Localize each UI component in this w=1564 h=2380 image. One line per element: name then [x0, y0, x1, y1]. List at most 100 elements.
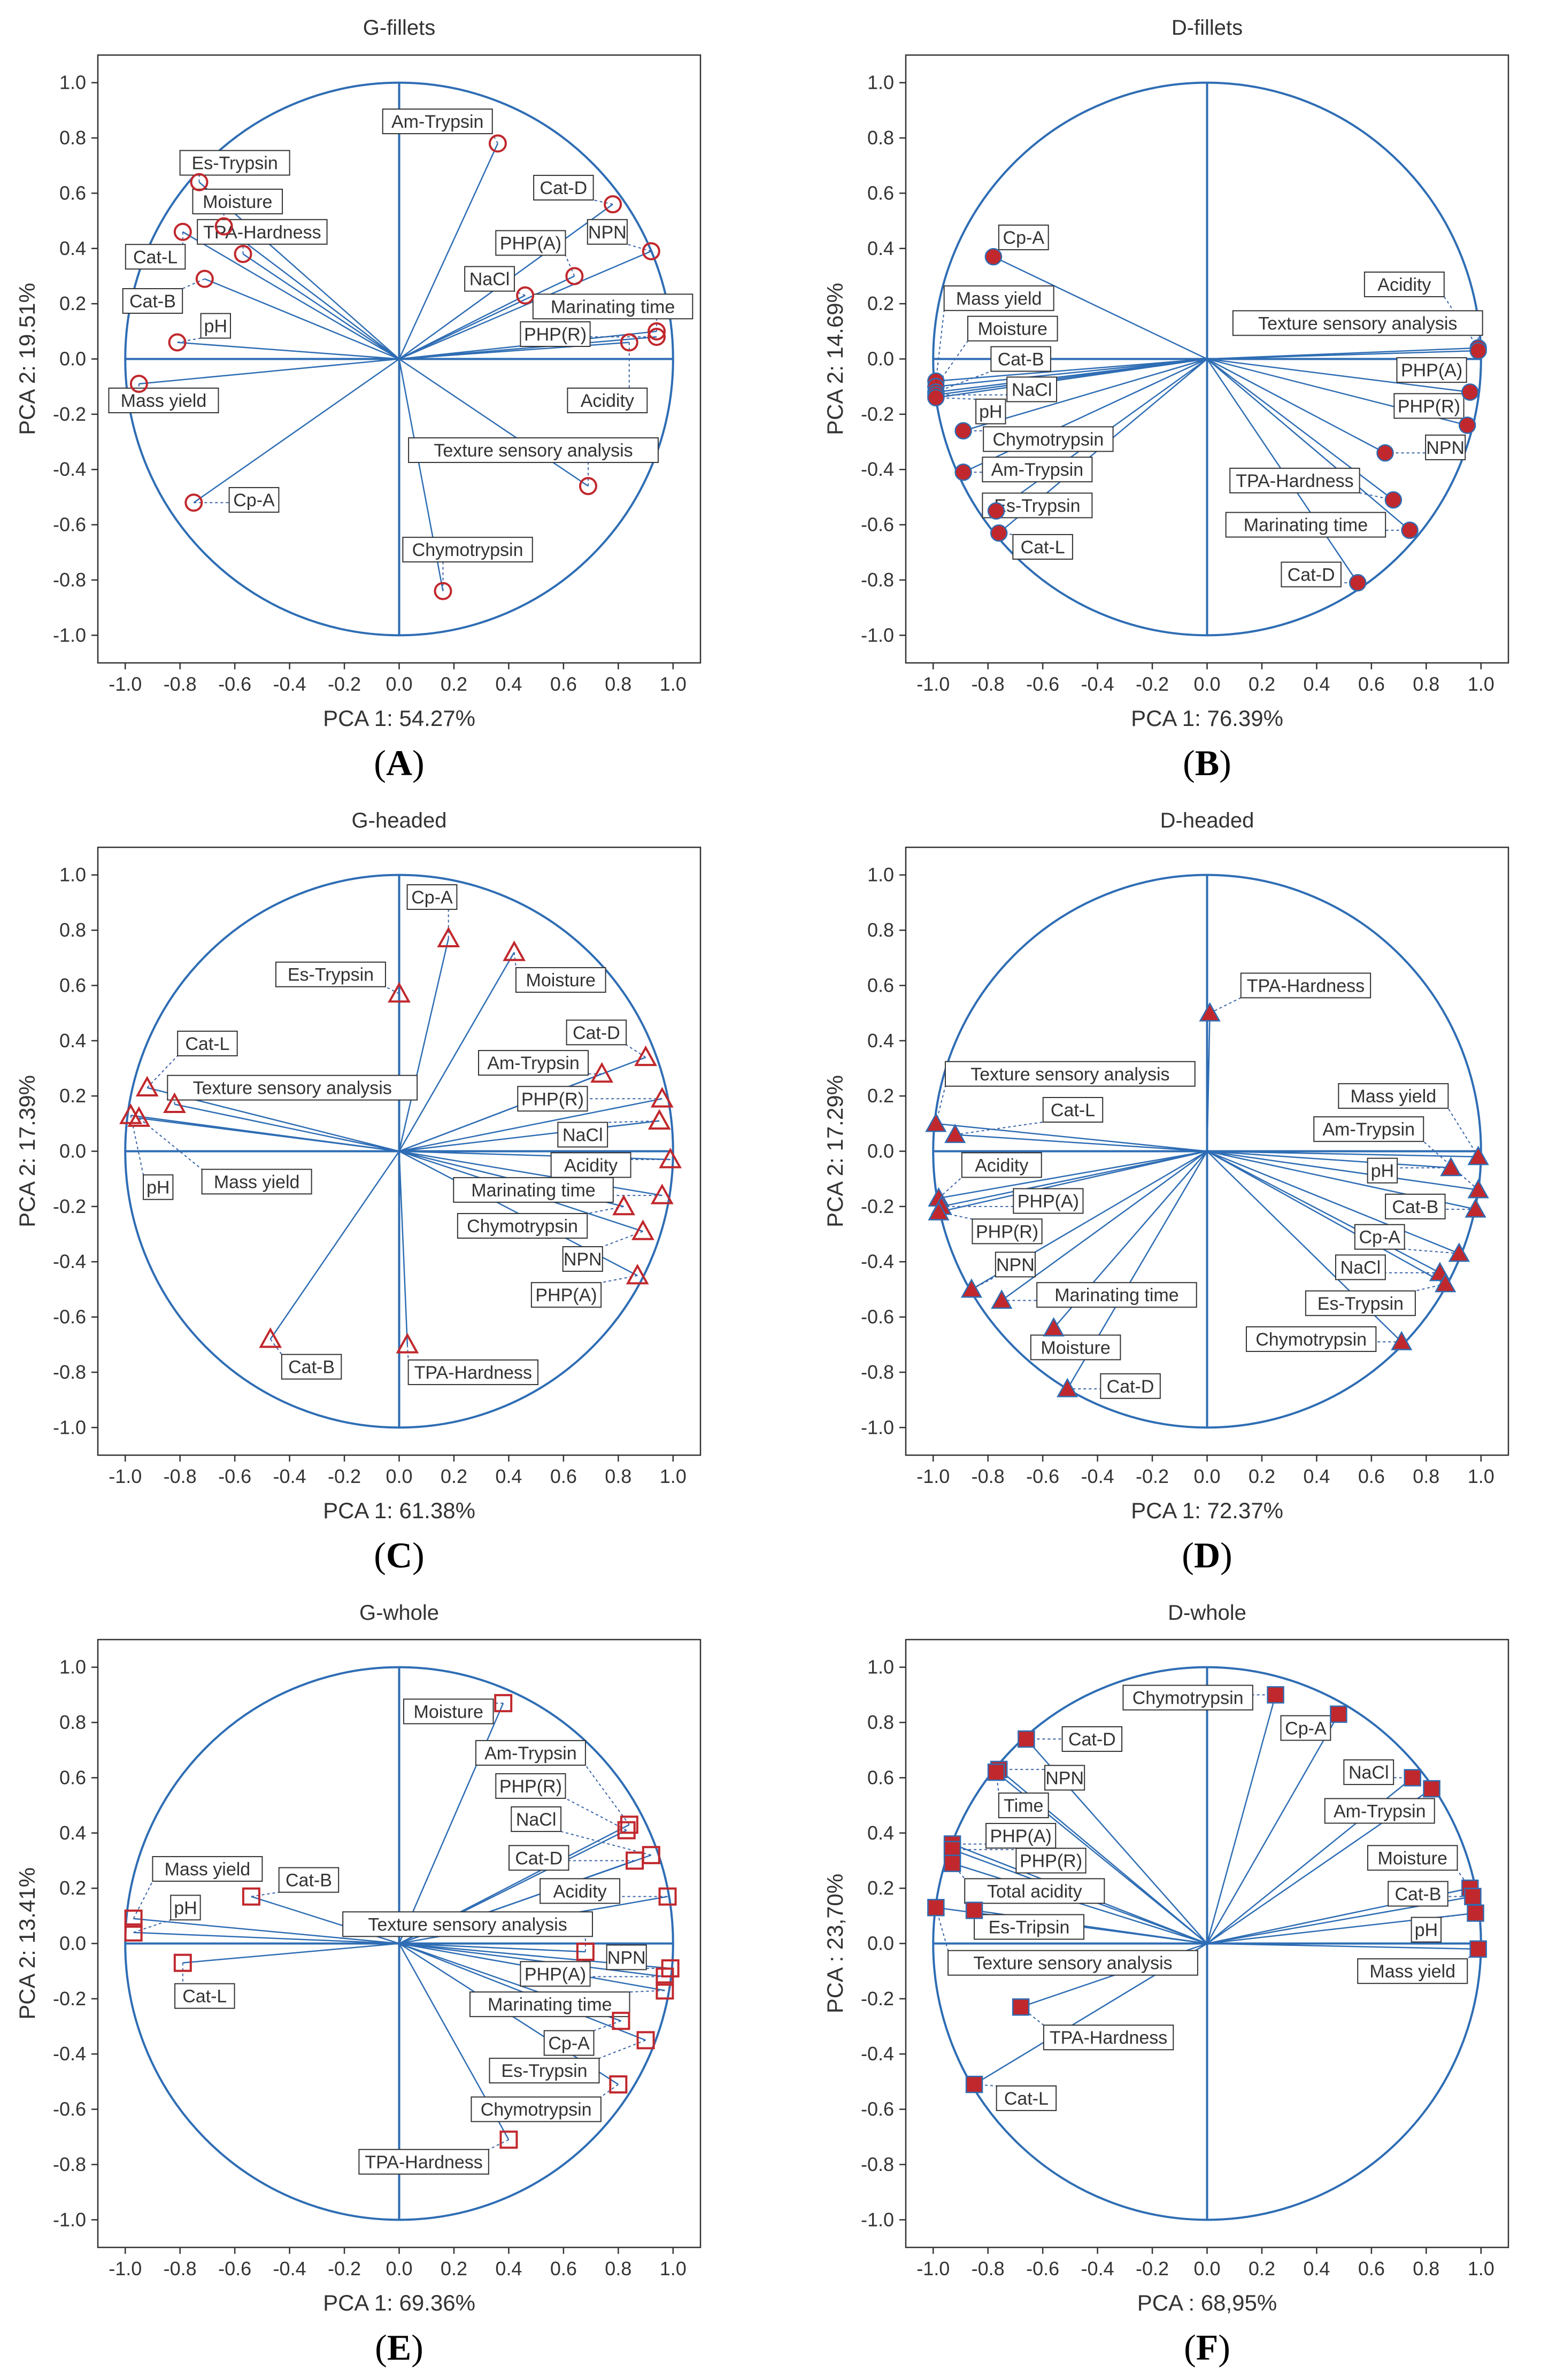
y-axis-label: PCA 2: 17.29% [822, 1075, 848, 1227]
label-box-chymotrypsin [983, 426, 1114, 452]
label-box-am-trypsin [1324, 1798, 1435, 1824]
point-label-cp-a: Cp-A [1003, 228, 1045, 248]
marker-cat-d [634, 1045, 657, 1067]
label-box-acidity [1363, 271, 1445, 297]
y-tick-label: 0.0 [59, 1140, 86, 1162]
leader-line-moisture [1457, 1869, 1471, 1889]
label-box-ph [1367, 1157, 1398, 1184]
y-tick-label: -0.4 [53, 1250, 86, 1272]
label-box-cat-d [509, 1845, 569, 1871]
point-labels: Am-Trypsin Cat-D NPN PHP(A) NaCl Marinating t… [108, 109, 694, 591]
x-tick-label: 0.8 [1413, 673, 1439, 695]
point-label-marinating-time: Marinating time [1244, 515, 1368, 536]
marker-am-trypsin [1423, 1780, 1440, 1798]
point-label-am-trypsin: Am-Trypsin [1322, 1119, 1415, 1140]
point-label-acidity: Acidity [1377, 275, 1431, 295]
label-box-npn [1425, 434, 1466, 460]
x-tick-label: -0.2 [328, 1465, 361, 1487]
marker-texture-sensory-analysis [925, 1112, 947, 1132]
leader-line-mass-yield [1447, 1108, 1479, 1157]
x-axis-label: PCA 1: 54.27% [323, 706, 475, 731]
point-label-nacl: NaCl [563, 1125, 603, 1145]
loading-vector-php-r [938, 1150, 1207, 1213]
point-label-php-r: PHP(R) [499, 1776, 562, 1797]
y-tick-label: -1.0 [53, 624, 86, 646]
y-tick-label: 0.0 [59, 348, 86, 370]
chart-title: D-whole [1168, 1601, 1246, 1625]
y-tick-label: -0.8 [53, 1361, 86, 1383]
loading-vector-chymotrypsin [1206, 1695, 1276, 1944]
loading-vector-moisture [223, 226, 400, 360]
label-box-mass-yield [152, 1856, 263, 1882]
x-tick-label: 0.8 [1413, 2258, 1439, 2279]
point-label-marinating-time: Marinating time [488, 1995, 612, 2015]
loading-vector-nacl [398, 295, 526, 360]
panel-letter-close: ) [412, 1535, 425, 1575]
marker-es-trypsin [190, 173, 209, 191]
marker-npn [960, 1278, 983, 1298]
panel-E: -1.0 -0.8 -0.6 -0.4 -0.2 0.0 0.2 0.4 0.6 0.8 1.0 1.… [14, 1601, 702, 2368]
point-labels: Cp-A Es-Trypsin Moisture Cat-D Am-Trypsin PHP… [130, 884, 671, 1385]
point-label-acidity: Acidity [564, 1155, 618, 1176]
label-box-nacl [1343, 1759, 1394, 1786]
x-tick-label: 0.0 [386, 2258, 412, 2279]
label-box-marinating-time [453, 1177, 614, 1203]
y-tick-label: 0.8 [867, 127, 894, 149]
y-tick-label: 0.0 [59, 1933, 86, 1954]
point-label-cp-a: Cp-A [411, 887, 453, 908]
point-label-mass-yield: Mass yield [1351, 1086, 1437, 1107]
label-box-npn [995, 1251, 1036, 1278]
point-label-texture-sensory-analysis: Texture sensory analysis [368, 1914, 567, 1935]
point-label-texture-sensory-analysis: Texture sensory analysis [970, 1064, 1169, 1085]
point-label-mass-yield: Mass yield [956, 289, 1042, 309]
loading-vector-tpa-hardness [1206, 358, 1394, 501]
y-tick-label: 0.6 [59, 1766, 86, 1788]
marker-cat-l [965, 2075, 983, 2093]
label-box-moisture [192, 188, 283, 214]
x-tick-label: -0.6 [1026, 2258, 1059, 2279]
y-tick-label: -0.2 [53, 1195, 86, 1217]
marker-marinating-time [650, 1184, 674, 1204]
label-box-es-trypsin [1305, 1290, 1416, 1316]
x-tick-label: -1.0 [109, 2258, 142, 2279]
x-tick-label: -0.6 [1026, 1465, 1059, 1487]
point-label-chymotrypsin: Chymotrypsin [412, 540, 523, 560]
marker-moisture [494, 1694, 513, 1712]
point-label-nacl: NaCl [1340, 1258, 1381, 1278]
marker-am-trypsin [620, 1815, 638, 1834]
x-tick-label: 0.0 [1193, 673, 1220, 695]
y-tick-label: -1.0 [53, 2208, 86, 2230]
panel-D: -1.0 -0.8 -0.6 -0.4 -0.2 0.0 0.2 0.4 0.6 0.8 1.0 1.… [822, 809, 1509, 1575]
marker-chymotrypsin [1267, 1686, 1284, 1704]
marker-chymotrypsin [1391, 1331, 1413, 1350]
marker-php-r [650, 1087, 674, 1108]
marker-chymotrypsin [609, 2075, 628, 2094]
leader-line-ph [133, 1919, 171, 1933]
label-box-nacl [1335, 1254, 1386, 1280]
y-axis-label: PCA 2: 17.39% [14, 1075, 40, 1227]
label-box-php-r [1393, 393, 1465, 419]
x-tick-label: -1.0 [916, 673, 950, 695]
x-tick-label: 0.2 [441, 1465, 467, 1487]
point-label-npn: NPN [588, 222, 627, 243]
point-label-cat-l: Cat-L [133, 247, 178, 267]
y-tick-label: 0.0 [867, 1933, 894, 1954]
leader-line-es-trypsin [385, 986, 399, 994]
label-box-cat-b [281, 1354, 342, 1380]
x-tick-label: 0.6 [1358, 2258, 1385, 2279]
point-label-es-trypsin: Es-Trypsin [994, 496, 1080, 516]
x-tick-label: -0.6 [218, 2258, 251, 2279]
loading-vector-cp-a [993, 256, 1208, 360]
point-label-cat-d: Cat-D [1288, 565, 1335, 585]
y-tick-label: 0.2 [59, 1085, 86, 1107]
loading-vector-am-trypsin [1207, 1150, 1478, 1191]
y-tick-label: -0.6 [53, 2098, 86, 2120]
leader-line-cat-d [593, 199, 613, 205]
marker-texture-sensory-analysis [927, 1899, 945, 1917]
leader-line-nacl [514, 290, 526, 296]
leader-line-cat-l [974, 2084, 997, 2087]
point-label-npn: NPN [1045, 1768, 1084, 1788]
panel-letter-open: ( [374, 1535, 386, 1575]
leader-line-cat-b [935, 370, 991, 393]
